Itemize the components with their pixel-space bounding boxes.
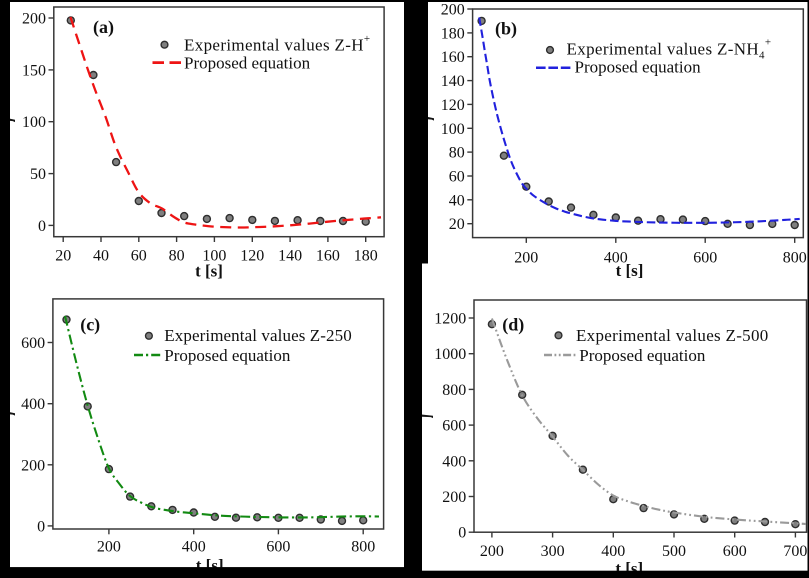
svg-text:100: 100	[441, 121, 465, 138]
svg-text:500: 500	[662, 543, 686, 560]
svg-text:800: 800	[351, 539, 375, 556]
svg-text:20: 20	[449, 216, 465, 233]
svg-text:200: 200	[514, 250, 538, 267]
svg-text:120: 120	[240, 248, 264, 265]
svg-text:(a): (a)	[93, 17, 114, 38]
svg-text:300: 300	[541, 543, 565, 560]
svg-text:200: 200	[97, 539, 121, 556]
svg-text:Experimental values Z-500: Experimental values Z-500	[576, 326, 769, 345]
svg-text:Proposed equation: Proposed equation	[575, 57, 702, 76]
svg-text:400: 400	[601, 543, 625, 560]
svg-text:200: 200	[441, 2, 465, 19]
svg-text:t [s]: t [s]	[616, 261, 644, 280]
svg-text:150: 150	[22, 62, 46, 79]
svg-text:400: 400	[21, 396, 45, 413]
svg-text:t [s]: t [s]	[195, 261, 223, 280]
svg-text:Experimental values Z-H+: Experimental values Z-H+	[184, 33, 370, 55]
svg-text:50: 50	[30, 166, 46, 183]
svg-text:600: 600	[442, 418, 466, 435]
svg-text:200: 200	[21, 457, 45, 474]
svg-text:60: 60	[449, 169, 465, 186]
svg-text:Experimental values Z-NH4+: Experimental values Z-NH4+	[567, 36, 772, 61]
svg-text:100: 100	[202, 248, 226, 265]
svg-text:(c): (c)	[80, 315, 100, 336]
svg-text:140: 140	[441, 73, 465, 90]
svg-text:40: 40	[93, 248, 109, 265]
svg-text:180: 180	[441, 25, 465, 42]
svg-text:140: 140	[278, 248, 302, 265]
svg-text:20: 20	[55, 248, 71, 265]
svg-text:600: 600	[21, 335, 45, 352]
svg-text:Experimental values Z-250: Experimental values Z-250	[164, 326, 352, 345]
svg-text:0: 0	[38, 218, 46, 235]
svg-text:(d): (d)	[502, 315, 524, 336]
svg-text:0: 0	[37, 518, 45, 535]
svg-text:60: 60	[131, 248, 147, 265]
svg-text:400: 400	[604, 250, 628, 267]
svg-text:200: 200	[22, 11, 46, 28]
svg-text:0: 0	[458, 525, 466, 542]
svg-text:80: 80	[169, 248, 185, 265]
svg-text:200: 200	[480, 543, 504, 560]
svg-text:400: 400	[442, 453, 466, 470]
svg-text:80: 80	[449, 145, 465, 162]
svg-text:400: 400	[182, 539, 206, 556]
svg-text:800: 800	[783, 250, 807, 267]
svg-text:700: 700	[783, 543, 807, 560]
svg-text:1000: 1000	[434, 346, 466, 363]
svg-text:600: 600	[693, 250, 717, 267]
svg-text:Proposed equation: Proposed equation	[164, 346, 291, 365]
svg-text:600: 600	[723, 543, 747, 560]
svg-text:Proposed equation: Proposed equation	[184, 53, 311, 72]
svg-text:160: 160	[441, 49, 465, 66]
svg-text:40: 40	[449, 192, 465, 209]
svg-text:120: 120	[441, 97, 465, 114]
svg-text:(b): (b)	[495, 19, 517, 40]
svg-text:160: 160	[316, 248, 340, 265]
svg-text:200: 200	[442, 489, 466, 506]
svg-text:100: 100	[22, 114, 46, 131]
svg-text:180: 180	[354, 248, 378, 265]
svg-text:600: 600	[266, 539, 290, 556]
svg-text:1200: 1200	[434, 311, 466, 328]
svg-text:800: 800	[442, 382, 466, 399]
svg-text:Proposed equation: Proposed equation	[579, 346, 706, 365]
